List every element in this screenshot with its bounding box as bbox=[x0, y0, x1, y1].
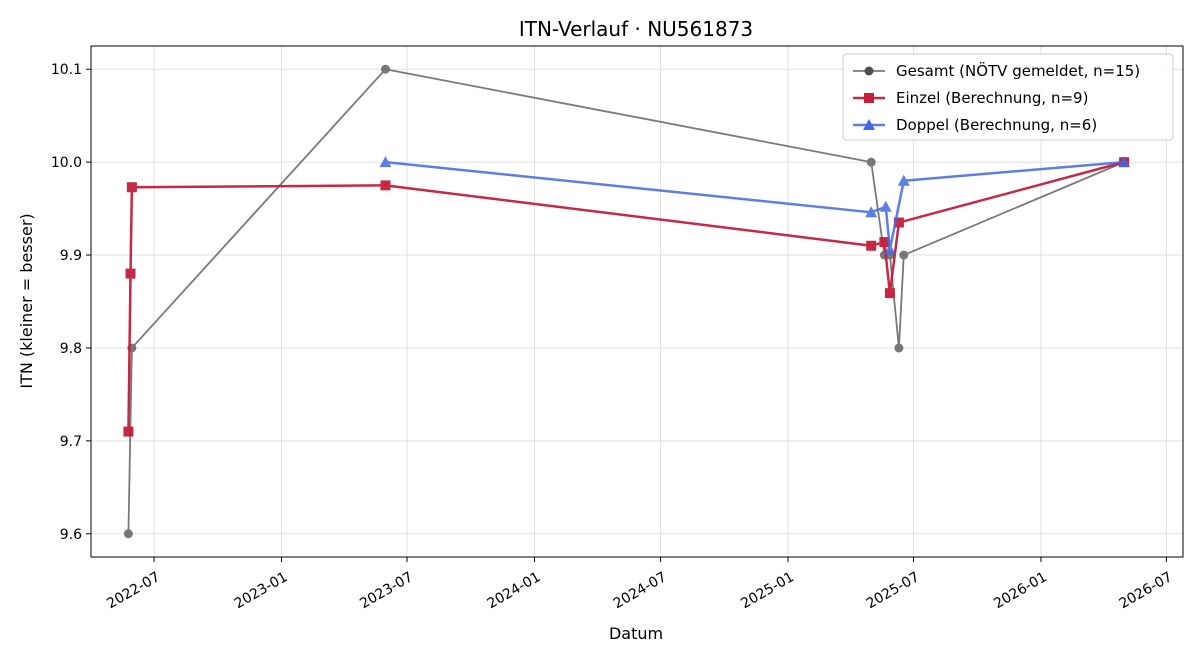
data-point bbox=[865, 206, 878, 218]
legend-swatch-marker bbox=[864, 93, 874, 103]
x-tick-label: 2023-01 bbox=[232, 569, 291, 612]
grid bbox=[91, 46, 1183, 557]
y-tick-label: 9.9 bbox=[60, 248, 82, 264]
legend-swatch-marker bbox=[863, 119, 875, 130]
series-layer bbox=[123, 64, 1131, 539]
data-point bbox=[894, 343, 904, 353]
series-line bbox=[127, 160, 1125, 432]
x-tick-label: 2023-07 bbox=[357, 569, 416, 612]
plot-frame bbox=[90, 45, 1184, 558]
data-point bbox=[866, 157, 876, 167]
data-point bbox=[879, 237, 890, 248]
y-axis-label: ITN (kleiner = besser) bbox=[17, 213, 36, 388]
series-2 bbox=[123, 157, 1130, 437]
data-point bbox=[884, 288, 895, 299]
data-point bbox=[380, 180, 391, 191]
legend-box bbox=[842, 53, 1174, 141]
y-tick-label: 9.7 bbox=[60, 434, 82, 450]
x-tick-label: 2024-07 bbox=[611, 569, 670, 612]
legend-label: Gesamt (NÖTV gemeldet, n=15) bbox=[896, 61, 1140, 80]
legend-entry: Einzel (Berechnung, n=9) bbox=[853, 89, 1088, 107]
data-point bbox=[1118, 156, 1131, 168]
data-point bbox=[883, 243, 896, 255]
data-point bbox=[123, 529, 133, 539]
x-tick-label: 2026-01 bbox=[991, 569, 1050, 612]
data-point bbox=[125, 268, 136, 279]
data-point bbox=[899, 250, 909, 260]
x-tick-label: 2026-07 bbox=[1117, 569, 1176, 612]
x-axis-label: Datum bbox=[609, 624, 663, 643]
data-point bbox=[379, 156, 392, 168]
x-tick-label: 2025-01 bbox=[738, 569, 797, 612]
series-line bbox=[385, 160, 1125, 251]
x-tick-label: 2022-07 bbox=[104, 569, 163, 612]
data-point bbox=[897, 174, 910, 186]
y-tick-label: 9.6 bbox=[60, 527, 82, 543]
chart-title: ITN-Verlauf · NU561873 bbox=[519, 17, 753, 41]
data-point bbox=[126, 182, 137, 193]
y-tick-label: 9.8 bbox=[60, 341, 82, 357]
x-axis: 2022-07 2023-01 2023-07 2024-01 2024-07 2025-… bbox=[104, 557, 1175, 612]
series-3 bbox=[379, 156, 1131, 255]
data-point bbox=[879, 200, 892, 212]
legend-label: Einzel (Berechnung, n=9) bbox=[896, 89, 1088, 107]
legend-entry: Doppel (Berechnung, n=6) bbox=[853, 116, 1097, 134]
legend: Gesamt (NÖTV gemeldet, n=15) Einzel (Bere… bbox=[842, 53, 1174, 141]
legend-swatch-marker bbox=[864, 66, 874, 76]
y-axis: 9.6 9.7 9.8 9.9 10.0 10.1 bbox=[51, 62, 91, 543]
data-point bbox=[123, 426, 134, 437]
y-tick-label: 10.0 bbox=[51, 155, 82, 171]
data-point bbox=[380, 64, 390, 74]
legend-label: Doppel (Berechnung, n=6) bbox=[896, 116, 1097, 134]
legend-entry: Gesamt (NÖTV gemeldet, n=15) bbox=[853, 61, 1140, 80]
data-point bbox=[866, 240, 877, 251]
x-tick-label: 2025-07 bbox=[864, 569, 923, 612]
data-point bbox=[893, 217, 904, 228]
x-tick-label: 2024-01 bbox=[485, 569, 544, 612]
y-tick-label: 10.1 bbox=[51, 62, 82, 78]
